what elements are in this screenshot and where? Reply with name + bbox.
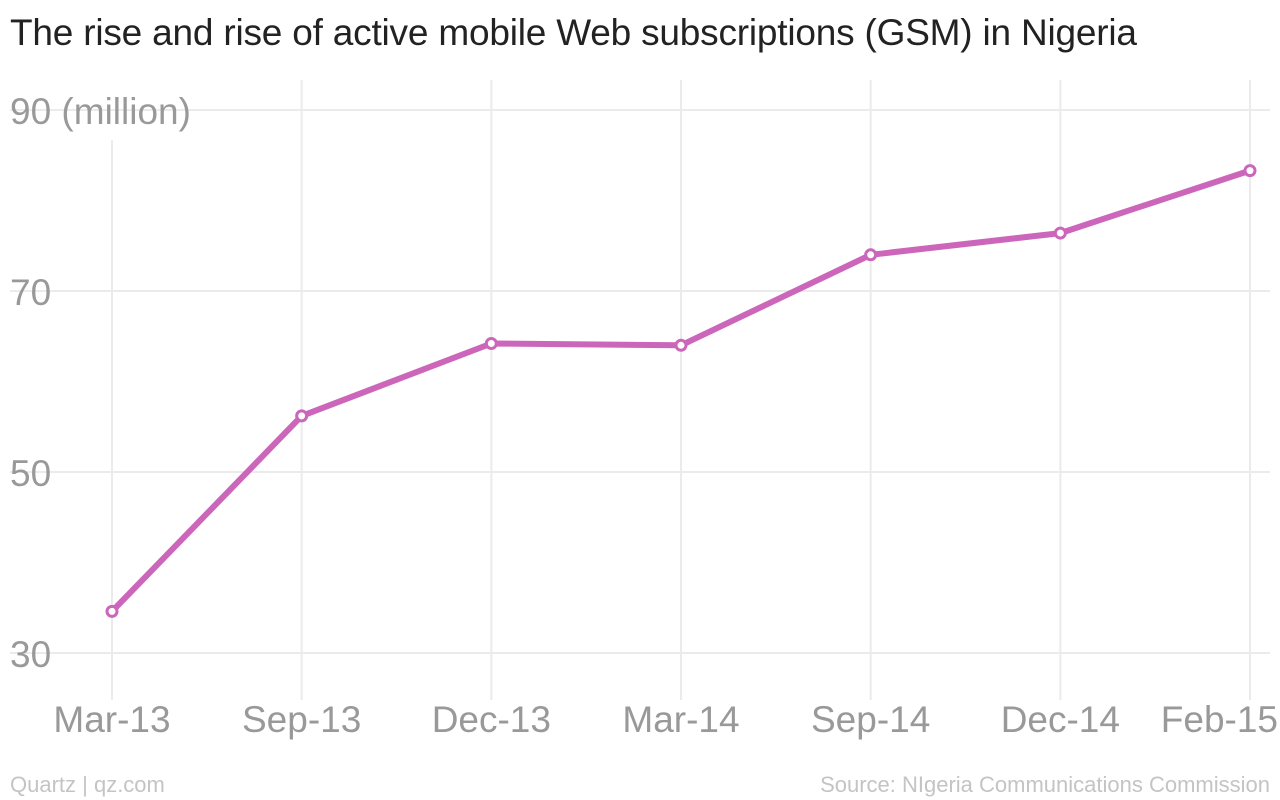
footer-credit: Quartz | qz.com: [10, 772, 165, 797]
y-gridlines: [10, 109, 1270, 654]
data-point: [484, 336, 498, 350]
x-tick-label: Sep-13: [242, 699, 361, 740]
x-tick-label: Dec-13: [432, 699, 551, 740]
series-layer: [105, 164, 1257, 618]
y-tick-label: 90 (million): [10, 91, 191, 132]
data-point: [295, 409, 309, 423]
data-point: [1053, 226, 1067, 240]
data-point: [674, 338, 688, 352]
y-tick-label: 50: [10, 453, 51, 494]
x-tick-label: Sep-14: [811, 699, 930, 740]
data-point: [105, 604, 119, 618]
y-tick-label: 70: [10, 272, 51, 313]
x-tick-labels: Mar-13 Sep-13 Dec-13 Mar-14 Sep-14 Dec-14 Feb-…: [53, 699, 1278, 740]
x-tick-label: Mar-13: [53, 699, 170, 740]
data-point: [864, 248, 878, 262]
x-tick-label: Feb-15: [1161, 699, 1278, 740]
y-tick-labels: 30 50 70 90 (million): [10, 91, 191, 675]
x-tick-label: Mar-14: [622, 699, 739, 740]
chart-title: The rise and rise of active mobile Web s…: [10, 12, 1137, 53]
x-gridlines: [111, 80, 1251, 700]
x-tick-label: Dec-14: [1001, 699, 1120, 740]
footer-source: Source: NIgeria Communications Commissio…: [820, 772, 1270, 797]
data-point: [1243, 164, 1257, 178]
y-tick-label: 30: [10, 634, 51, 675]
